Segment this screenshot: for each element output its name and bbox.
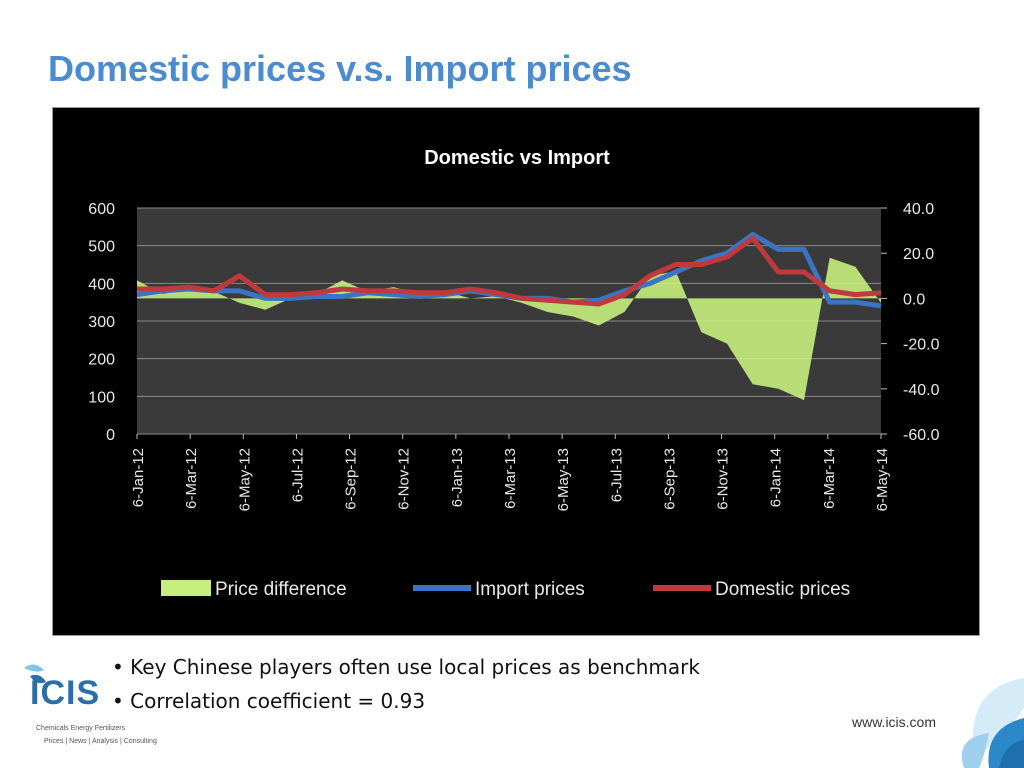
x-tick-label: 6-May-14 — [874, 448, 891, 511]
chart-container: 600 500 400 300 200 100 0 40.0 20.0 0.0 -20.0 -40.0… — [52, 107, 980, 636]
legend-domestic-prices-label: Domestic prices — [715, 579, 850, 600]
bullet-list: • Key Chinese players often use local pr… — [112, 650, 700, 718]
x-tick-label: 6-Mar-14 — [821, 448, 838, 509]
chart-title: Domestic vs Import — [424, 147, 610, 169]
website-link[interactable]: www.icis.com — [852, 714, 937, 730]
logo-tagline: Chemicals Energy Fertilizers — [36, 725, 126, 732]
y-right-tick-label: 0.0 — [903, 291, 925, 308]
slide-title: Domestic prices v.s. Import prices — [48, 48, 632, 89]
x-tick-label: 6-Nov-13 — [715, 448, 732, 510]
legend-price-difference-swatch — [161, 580, 211, 596]
y-right-tick-label: -20.0 — [903, 337, 940, 354]
x-tick-label: 6-Jul-13 — [608, 448, 625, 502]
y-right-tick-label: -60.0 — [903, 427, 940, 444]
x-tick-label: 6-Mar-13 — [502, 448, 519, 509]
bullet-benchmark: • Key Chinese players often use local pr… — [112, 655, 700, 679]
y-left-tick-label: 500 — [88, 239, 115, 256]
price-chart: 600 500 400 300 200 100 0 40.0 20.0 0.0 -20.0 -40.0… — [88, 147, 940, 600]
x-tick-label: 6-May-12 — [236, 448, 253, 511]
x-tick-label: 6-Sep-12 — [343, 448, 360, 510]
x-tick-label: 6-May-13 — [555, 448, 572, 511]
logo-subtagline: Prices | News | Analysis | Consulting — [44, 738, 157, 745]
x-tick-label: 6-Jul-12 — [289, 448, 306, 502]
y-right-tick-label: 40.0 — [903, 201, 934, 218]
y-right-tick-label: 20.0 — [903, 246, 934, 263]
x-tick-label: 6-Nov-12 — [396, 448, 413, 510]
x-tick-label: 6-Jan-14 — [768, 448, 785, 507]
legend-import-prices-label: Import prices — [475, 579, 585, 600]
x-tick-label: 6-Jan-12 — [130, 448, 147, 507]
y-left-tick-label: 100 — [88, 389, 115, 406]
legend-price-difference-label: Price difference — [215, 579, 347, 600]
domestic-prices-line — [137, 235, 882, 307]
y-left-tick-label: 0 — [106, 427, 115, 444]
y-left-tick-label: 300 — [88, 314, 115, 331]
y-left-tick-label: 600 — [88, 201, 115, 218]
x-tick-label: 6-Jan-13 — [449, 448, 466, 507]
decorative-petals-icon — [961, 678, 1024, 768]
icis-logo-icon — [24, 664, 46, 684]
x-tick-label: 6-Sep-13 — [661, 448, 678, 510]
x-tick-label: 6-Mar-12 — [183, 448, 200, 509]
bullet-correlation: • Correlation coefficient = 0.93 — [112, 689, 426, 713]
y-left-tick-label: 200 — [88, 352, 115, 369]
y-left-tick-label: 400 — [88, 276, 115, 293]
logo-text: ICIS — [30, 674, 101, 712]
y-right-tick-label: -40.0 — [903, 382, 940, 399]
